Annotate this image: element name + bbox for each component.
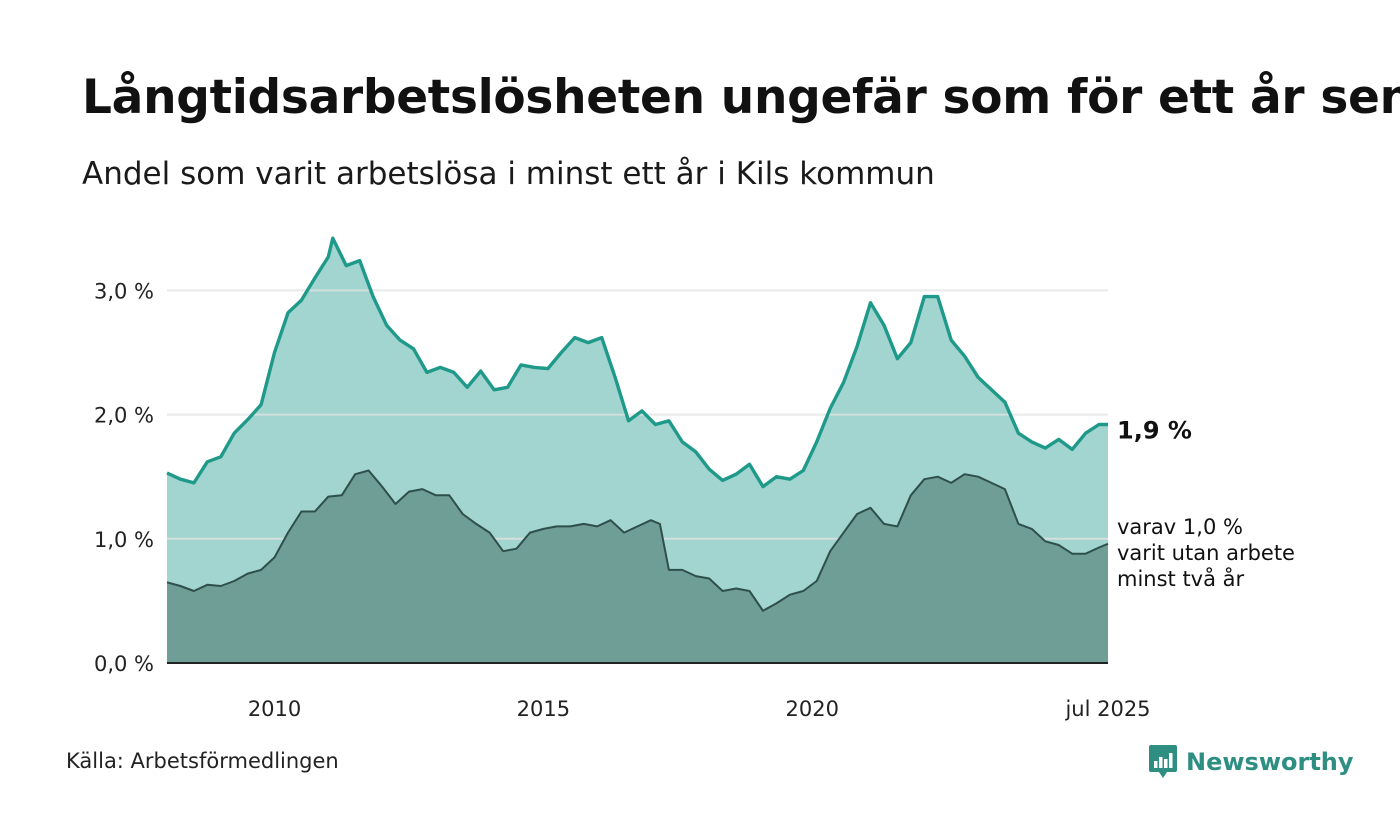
newsworthy-logo-icon — [1149, 745, 1177, 778]
brand-name: Newsworthy — [1186, 748, 1354, 776]
end-label-one-year: 1,9 % — [1117, 417, 1192, 445]
chart-subtitle: Andel som varit arbetslösa i minst ett å… — [82, 156, 935, 192]
x-tick-label: 2015 — [517, 697, 570, 721]
line-series-one-year — [166, 236, 1108, 489]
y-tick-label: 1,0 % — [94, 528, 154, 552]
y-tick-label: 0,0 % — [94, 652, 154, 676]
area-series-two-years — [167, 470, 1108, 663]
y-tick-label: 3,0 % — [94, 279, 154, 303]
chart-title: Långtidsarbetslösheten ungefär som för e… — [82, 70, 1400, 125]
x-tick-label: 2010 — [248, 697, 301, 721]
line-series-two-years — [166, 469, 1109, 612]
end-label-two-years-line: varav 1,0 % — [1117, 515, 1243, 539]
x-tick-label: jul 2025 — [1064, 697, 1150, 721]
end-label-two-years-line: varit utan arbete — [1117, 541, 1295, 565]
x-tick-label: 2020 — [786, 697, 839, 721]
source-note: Källa: Arbetsförmedlingen — [66, 749, 339, 773]
brand-logo: Newsworthy — [1148, 744, 1354, 780]
y-tick-label: 2,0 % — [94, 404, 154, 428]
end-label-two-years-line: minst två år — [1117, 566, 1245, 591]
